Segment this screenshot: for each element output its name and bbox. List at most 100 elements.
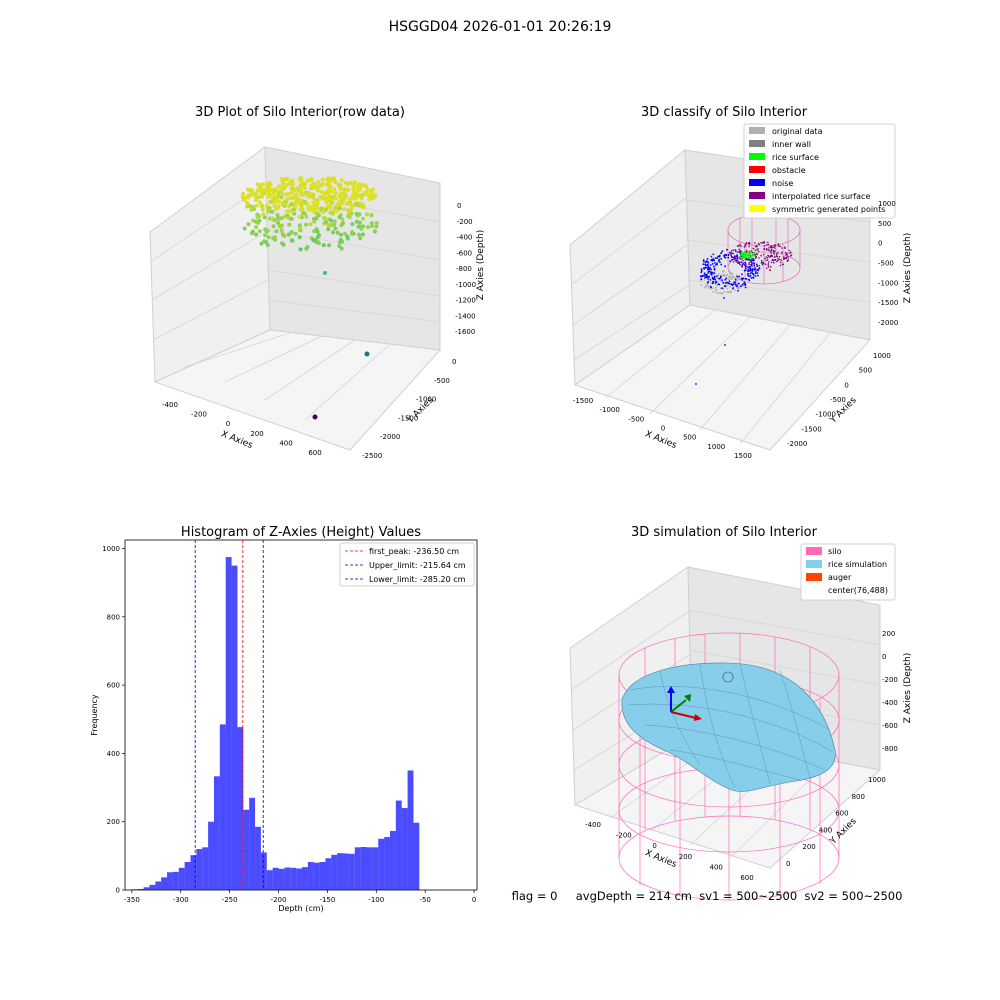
interpolated-rice-point bbox=[731, 256, 733, 258]
raw-point bbox=[278, 225, 283, 230]
histogram-bar bbox=[272, 867, 279, 890]
raw-point bbox=[254, 198, 259, 203]
raw-point bbox=[340, 217, 345, 222]
x-tick-label: -250 bbox=[222, 896, 238, 904]
raw-point bbox=[272, 235, 277, 240]
interpolated-rice-point bbox=[738, 248, 740, 251]
noise-point bbox=[700, 278, 703, 281]
raw-point bbox=[319, 190, 324, 194]
noise-point bbox=[717, 255, 719, 258]
histogram-bar bbox=[237, 727, 244, 890]
rice-surface-point bbox=[747, 252, 749, 255]
noise-point bbox=[731, 284, 734, 286]
noise-point bbox=[739, 252, 741, 254]
histogram-bar bbox=[149, 884, 156, 890]
raw-point bbox=[324, 207, 329, 212]
noise-point bbox=[713, 267, 716, 270]
interpolated-rice-point bbox=[730, 251, 732, 254]
legend-label: interpolated rice surface bbox=[772, 192, 870, 201]
original-data-point bbox=[726, 291, 729, 293]
interpolated-rice-point bbox=[767, 249, 769, 251]
figure-suptitle: HSGGD04 2026-01-01 20:26:19 bbox=[389, 19, 612, 35]
raw-point bbox=[304, 222, 308, 227]
raw-point bbox=[302, 211, 307, 216]
raw-point bbox=[340, 194, 345, 199]
interpolated-rice-point bbox=[731, 252, 734, 255]
y-tick-label: 1000 bbox=[102, 545, 120, 553]
raw-point bbox=[346, 187, 350, 192]
raw-point bbox=[326, 227, 331, 232]
simulation-y-tick: 800 bbox=[852, 793, 865, 801]
histogram-xlabel: Depth (cm) bbox=[278, 904, 323, 913]
raw-point bbox=[357, 183, 362, 188]
raw-point bbox=[301, 201, 306, 205]
noise-point bbox=[705, 273, 708, 276]
interpolated-rice-point bbox=[756, 244, 758, 247]
raw-z-tick: -800 bbox=[456, 265, 472, 273]
noise-point bbox=[747, 274, 749, 276]
histogram-bar bbox=[172, 871, 179, 890]
raw-point bbox=[276, 215, 280, 220]
noise-point bbox=[719, 276, 722, 279]
legend-label: Upper_limit: -215.64 cm bbox=[369, 561, 466, 570]
simulation-y-tick: 600 bbox=[835, 810, 848, 818]
noise-point bbox=[747, 268, 750, 271]
histogram-bar bbox=[384, 837, 390, 890]
noise-point bbox=[744, 261, 746, 264]
histogram-bar bbox=[213, 776, 220, 890]
original-data-point bbox=[729, 272, 731, 275]
noise-point bbox=[751, 270, 754, 272]
interpolated-rice-point bbox=[773, 253, 776, 255]
raw-point bbox=[264, 203, 269, 208]
raw-point bbox=[354, 203, 359, 207]
noise-point bbox=[744, 263, 747, 265]
raw-point bbox=[332, 219, 337, 224]
raw-point bbox=[297, 176, 302, 181]
interpolated-rice-point bbox=[776, 255, 778, 258]
legend-label: symmetric generated points bbox=[772, 205, 885, 214]
raw-point bbox=[246, 193, 251, 198]
noise-point bbox=[702, 267, 705, 270]
interpolated-rice-point bbox=[775, 255, 777, 258]
interpolated-rice-point bbox=[732, 249, 735, 251]
interpolated-rice-point bbox=[734, 259, 737, 262]
raw-point bbox=[351, 196, 356, 200]
interpolated-rice-point bbox=[786, 260, 789, 262]
raw-point bbox=[366, 225, 370, 230]
noise-point bbox=[755, 263, 758, 266]
rice-surface-point bbox=[741, 256, 744, 259]
raw-point bbox=[330, 211, 335, 216]
noise-point bbox=[732, 287, 735, 290]
interpolated-rice-point bbox=[744, 245, 747, 247]
noise-point bbox=[724, 285, 726, 287]
legend-swatch bbox=[806, 560, 822, 568]
original-data-point bbox=[715, 289, 718, 292]
interpolated-rice-point bbox=[746, 265, 748, 268]
raw-point bbox=[246, 222, 251, 227]
interpolated-rice-point bbox=[769, 265, 772, 268]
raw-point bbox=[328, 205, 332, 210]
histogram-title: Histogram of Z-Axies (Height) Values bbox=[181, 525, 421, 540]
classify-y-tick: -1000 bbox=[816, 411, 836, 419]
raw-point bbox=[254, 225, 259, 230]
noise-point bbox=[718, 254, 721, 257]
noise-point bbox=[723, 297, 725, 299]
original-data-point bbox=[707, 285, 709, 287]
raw-point bbox=[257, 200, 262, 205]
interpolated-rice-point bbox=[745, 243, 747, 245]
raw-point bbox=[321, 243, 326, 248]
rice-surface-point bbox=[750, 256, 753, 259]
panel-simulation-ylabel: Y Axies bbox=[828, 816, 859, 847]
interpolated-rice-point bbox=[777, 251, 779, 254]
interpolated-rice-point bbox=[758, 243, 760, 246]
noise-point bbox=[722, 281, 725, 284]
raw-point bbox=[275, 204, 280, 209]
interpolated-rice-point bbox=[751, 251, 754, 254]
noise-point bbox=[707, 280, 710, 283]
noise-point bbox=[701, 269, 703, 272]
interpolated-rice-point bbox=[755, 255, 758, 258]
raw-point bbox=[290, 186, 295, 190]
panel-simulation-xlabel: X Axies bbox=[643, 848, 678, 870]
noise-point bbox=[727, 256, 730, 259]
